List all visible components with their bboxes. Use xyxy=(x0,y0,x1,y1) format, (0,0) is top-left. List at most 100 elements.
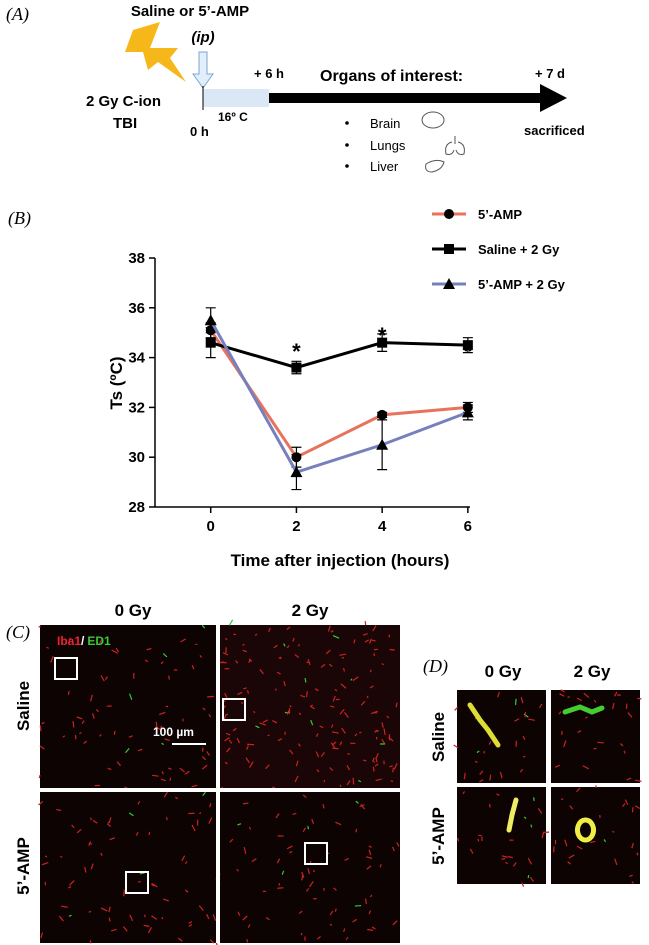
cell xyxy=(83,740,88,745)
cell xyxy=(202,707,206,711)
radiation-icon xyxy=(125,22,186,82)
cell xyxy=(558,711,562,715)
cell xyxy=(151,883,158,888)
cell xyxy=(188,923,193,927)
cell xyxy=(501,855,508,858)
cell xyxy=(624,799,629,805)
cell xyxy=(39,725,42,732)
cell xyxy=(619,743,624,747)
cell xyxy=(165,817,168,821)
significance: * xyxy=(378,323,387,348)
cell xyxy=(582,765,590,770)
cell xyxy=(474,760,478,764)
cell xyxy=(110,928,117,932)
liver-icon xyxy=(425,159,445,173)
cell xyxy=(159,725,163,729)
cell xyxy=(334,688,338,692)
cell xyxy=(310,719,314,726)
cell xyxy=(368,845,372,848)
separator: / xyxy=(81,634,85,648)
cell xyxy=(627,712,633,718)
cell xyxy=(590,840,596,844)
x-tick-label: 4 xyxy=(378,518,387,535)
cell xyxy=(209,939,215,944)
cell xyxy=(488,741,492,745)
marker xyxy=(377,337,388,348)
cell xyxy=(162,653,168,658)
cell xyxy=(274,688,277,691)
marker xyxy=(205,337,216,348)
cell xyxy=(279,656,282,660)
cell xyxy=(612,830,615,833)
cell xyxy=(201,756,207,761)
cell xyxy=(488,803,491,808)
cell xyxy=(499,771,503,779)
cell xyxy=(301,871,305,878)
cell xyxy=(395,702,398,708)
cell xyxy=(528,718,535,721)
cell xyxy=(108,817,112,824)
cell xyxy=(371,926,376,930)
cell xyxy=(191,784,198,788)
cell xyxy=(319,725,324,729)
cell xyxy=(275,813,280,819)
cell xyxy=(224,737,230,742)
cell xyxy=(242,643,245,646)
marker xyxy=(462,340,473,351)
cell xyxy=(100,852,103,856)
cell xyxy=(629,874,633,878)
cell xyxy=(567,861,571,865)
cell xyxy=(163,791,168,798)
cell xyxy=(469,848,474,854)
cell xyxy=(302,794,307,798)
cold-period xyxy=(203,89,269,107)
cell xyxy=(235,660,239,664)
inset-box xyxy=(304,842,328,865)
cell xyxy=(56,808,62,812)
cell xyxy=(597,741,604,744)
cell xyxy=(161,771,164,775)
cell xyxy=(559,693,565,697)
cell xyxy=(350,678,353,681)
cell xyxy=(584,716,588,719)
cell xyxy=(568,854,575,859)
cell xyxy=(489,774,492,781)
cell xyxy=(161,916,164,920)
y-tick-label: 32 xyxy=(128,399,145,416)
marker xyxy=(291,362,302,373)
cell xyxy=(151,915,158,920)
cell xyxy=(576,845,583,850)
cell xyxy=(88,910,92,913)
mid-time: + 6 h xyxy=(254,66,284,81)
cell xyxy=(342,667,346,672)
cell xyxy=(383,728,386,736)
cell xyxy=(622,803,626,807)
cell xyxy=(124,748,130,754)
scale-label: 100 µm xyxy=(153,725,194,739)
cell xyxy=(253,710,256,714)
cell xyxy=(366,695,369,699)
cell xyxy=(369,685,374,689)
cell xyxy=(346,780,351,786)
row-label: 5’-AMP xyxy=(429,807,448,865)
cell xyxy=(168,675,170,680)
cell xyxy=(389,765,393,768)
cell xyxy=(100,907,108,912)
cell xyxy=(529,876,535,882)
cell xyxy=(209,803,212,808)
micrograph xyxy=(551,787,640,884)
cell xyxy=(368,910,372,915)
cell xyxy=(146,647,152,651)
cell xyxy=(147,927,153,934)
cell xyxy=(286,845,293,850)
cell xyxy=(39,745,45,750)
cell xyxy=(248,658,252,663)
cell xyxy=(392,846,395,852)
cell xyxy=(308,881,314,888)
cell xyxy=(332,731,339,734)
cell xyxy=(38,774,41,779)
cell xyxy=(161,742,164,746)
micrograph xyxy=(220,792,400,943)
cell xyxy=(307,659,311,666)
